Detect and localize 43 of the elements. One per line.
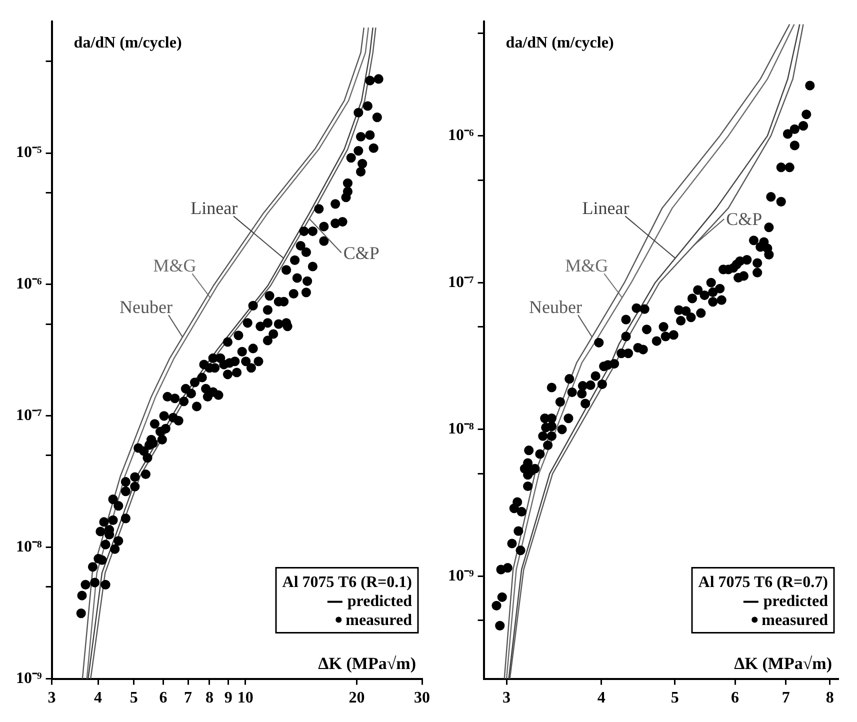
y-tick-label: 10⁻⁷ bbox=[448, 274, 474, 291]
y-tick-label: 10⁻⁹ bbox=[16, 670, 42, 687]
x-tick-label: 6 bbox=[159, 690, 168, 707]
legend-title: Al 7075 T6 (R=0.7) bbox=[698, 574, 828, 591]
x-tick-label: 10 bbox=[237, 690, 254, 707]
y-axis-title: da/dN (m/cycle) bbox=[506, 34, 614, 52]
y-tick-label: 10⁻⁸ bbox=[16, 538, 42, 556]
annotation: predicted bbox=[763, 592, 828, 610]
y-tick-label: 10⁻⁷ bbox=[16, 407, 42, 424]
x-tick-label: 5 bbox=[130, 690, 138, 707]
y-tick-label: 10⁻⁶ bbox=[448, 126, 474, 144]
x-tick-label: 4 bbox=[597, 690, 606, 707]
x-tick-label: 6 bbox=[731, 690, 740, 707]
text: Linear bbox=[190, 198, 238, 218]
x-axis-title: ΔK (MPa√m) bbox=[734, 654, 832, 673]
series-label: Neuber bbox=[120, 297, 173, 318]
series-label: M&G bbox=[153, 256, 196, 276]
y-tick-label: 10⁻⁸ bbox=[448, 420, 474, 438]
x-tick-label: 20 bbox=[348, 690, 365, 707]
text: C&P bbox=[343, 242, 380, 263]
x-tick-label: 3 bbox=[502, 690, 511, 707]
annotation: predicted bbox=[347, 592, 412, 610]
y-tick-label: 10⁻⁵ bbox=[16, 144, 42, 162]
series-label: M&G bbox=[565, 256, 608, 276]
y-axis-title: da/dN (m/cycle) bbox=[74, 34, 182, 52]
x-tick-label: 9 bbox=[224, 690, 232, 707]
x-tick-label: 5 bbox=[670, 690, 679, 707]
text: Linear bbox=[582, 198, 630, 218]
legend-label: measured bbox=[762, 612, 828, 629]
series-label: C&P bbox=[726, 209, 762, 230]
series-label: Neuber bbox=[529, 297, 582, 318]
x-axis-title: ΔK (MPa√m) bbox=[318, 654, 416, 673]
x-tick-label: 8 bbox=[205, 690, 214, 707]
y-tick-label: 10⁻⁶ bbox=[16, 276, 42, 293]
x-tick-label: 8 bbox=[826, 690, 834, 707]
x-tick-label: 7 bbox=[184, 690, 192, 707]
x-tick-label: 7 bbox=[782, 690, 790, 707]
y-tick-label: 10⁻⁹ bbox=[448, 567, 474, 584]
x-tick-label: 4 bbox=[94, 690, 102, 707]
x-tick-label: 3 bbox=[48, 690, 56, 707]
legend-label: measured bbox=[346, 612, 412, 629]
legend-title: Al 7075 T6 (R=0.1) bbox=[282, 574, 412, 591]
x-tick-label: 30 bbox=[414, 690, 430, 707]
